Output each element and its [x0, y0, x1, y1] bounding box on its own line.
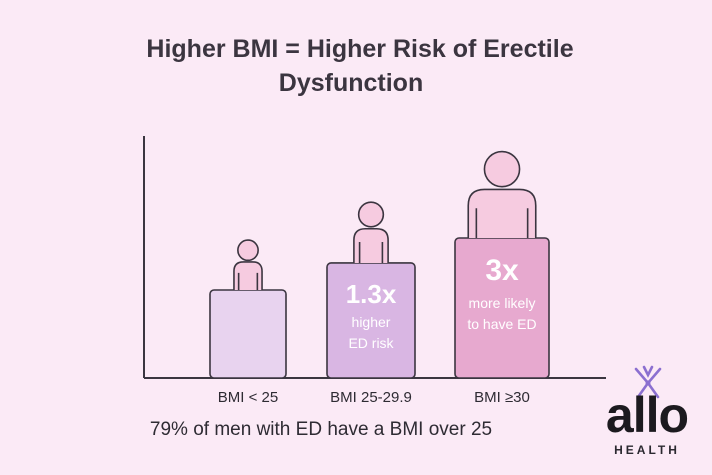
logo-wordmark: allo: [605, 387, 689, 443]
bar-caption-line: to have ED: [467, 316, 536, 332]
chart-title: Higher BMI = Higher Risk of Erectile Dys…: [0, 32, 712, 100]
bar-1: [209, 289, 287, 379]
x-tick-label: BMI 25-29.9: [330, 389, 412, 406]
x-tick-label: BMI < 25: [218, 389, 278, 406]
sparkle-icon: [634, 365, 662, 399]
bar-value-label: 1.3x: [346, 279, 397, 309]
person-icon: [467, 150, 537, 238]
person-icon: [233, 239, 263, 290]
chart-title-line-1: Higher BMI = Higher Risk of Erectile: [146, 35, 574, 63]
bar-caption-line: higher: [352, 314, 391, 330]
chart-title-line-2: Dysfunction: [278, 69, 424, 97]
person-icon: [353, 201, 389, 263]
x-tick-label: BMI ≥30: [474, 389, 530, 406]
bar-caption-line: ED risk: [348, 335, 394, 351]
allo-health-logo: allo HEALTH: [592, 365, 702, 465]
footnote: 79% of men with ED have a BMI over 25: [149, 419, 493, 440]
bar-value-label: 3x: [485, 254, 519, 287]
logo-subtitle: HEALTH: [614, 443, 680, 457]
bar-caption-line: more likely: [469, 295, 536, 311]
